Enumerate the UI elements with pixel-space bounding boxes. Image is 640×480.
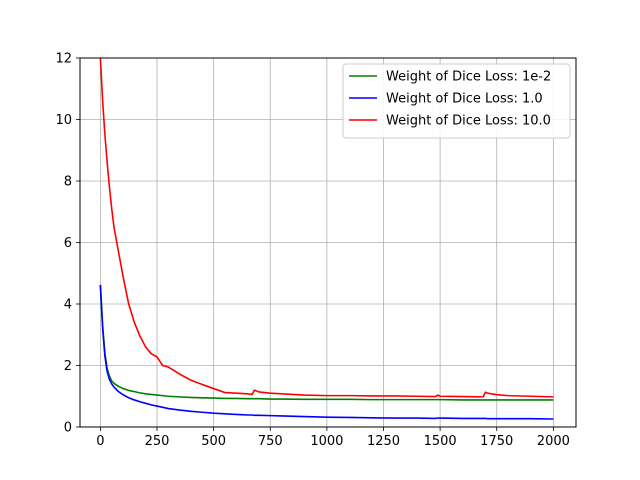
legend-label: Weight of Dice Loss: 10.0 [386, 114, 551, 129]
x-tick-label: 0 [96, 434, 104, 449]
legend-box [342, 63, 571, 139]
y-tick-label: 4 [64, 298, 72, 313]
series-line-2 [99, 284, 554, 420]
x-tick-label: 500 [201, 434, 226, 449]
x-tick-label: 1500 [424, 434, 457, 449]
y-tick-label: 8 [64, 175, 72, 190]
series-line-1 [99, 284, 554, 401]
x-tick-label: 250 [145, 434, 170, 449]
y-tick-label: 12 [55, 52, 72, 67]
legend-label: Weight of Dice Loss: 1.0 [386, 92, 543, 107]
x-tick-label: 750 [258, 434, 283, 449]
x-tick-label: 1750 [480, 434, 513, 449]
x-tick-label: 1000 [310, 434, 343, 449]
x-tick-label: 2000 [537, 434, 570, 449]
legend: Weight of Dice Loss: 1e-2 Weight of Dice … [342, 63, 571, 139]
y-tick-label: 2 [64, 359, 72, 374]
series-line-3 [99, 57, 554, 398]
y-tick-label: 10 [55, 113, 72, 128]
y-tick-label: 6 [64, 236, 72, 251]
y-tick-label: 0 [64, 421, 72, 436]
legend-label: Weight of Dice Loss: 1e-2 [386, 70, 551, 85]
axis-ticks: 0 250 500 750 1000 1250 1500 1750 2000 0 2 4 6 8 10 12 [55, 52, 569, 450]
series-lines [99, 57, 554, 420]
x-tick-label: 1250 [367, 434, 400, 449]
